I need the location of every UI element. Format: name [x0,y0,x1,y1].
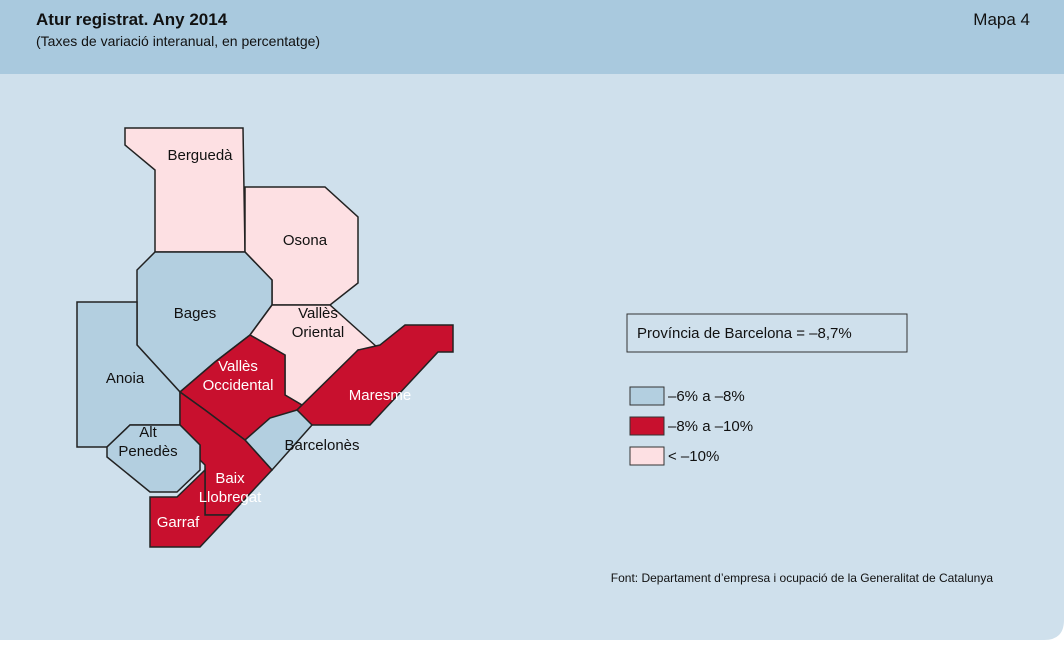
header-band [0,0,1064,74]
source: Font: Departament d’empresa i ocupació d… [611,571,994,585]
summary: Província de Barcelona = –8,7% [637,325,852,342]
region-label: Llobregat [199,489,262,506]
region-label: Maresme [349,387,412,404]
region-label: Oriental [292,324,345,341]
region-label: Vallès [218,358,258,375]
legend-swatch [629,446,665,466]
subtitle: (Taxes de variació interanual, en percen… [36,33,320,49]
region-label: Garraf [157,514,200,531]
legend-swatch [629,386,665,406]
summary-box [626,313,908,353]
map: Berguedà Osona Bages Anoia Vallès Oriental Val… [76,127,454,548]
region-label: Osona [283,232,328,249]
region-label: Baix [215,470,245,487]
region-label: Vallès [298,305,338,322]
region-label: Bages [174,305,217,322]
map-label: Mapa 4 [973,10,1030,29]
region-label: Alt [139,424,157,441]
region [296,324,454,426]
legend-label: –8% a –10% [668,418,753,435]
legend-swatch [629,416,665,436]
region-label: Barcelonès [284,437,359,454]
title: Atur registrat. Any 2014 [36,10,228,29]
region [149,468,232,548]
region-label: Berguedà [167,147,233,164]
region [106,424,201,493]
region-label: Occidental [203,377,274,394]
region-label: Penedès [118,443,177,460]
legend: –6% a –8% –8% a –10% < –10% [629,386,753,466]
region-label: Anoia [106,370,145,387]
legend-label: –6% a –8% [668,388,745,405]
legend-label: < –10% [668,448,719,465]
